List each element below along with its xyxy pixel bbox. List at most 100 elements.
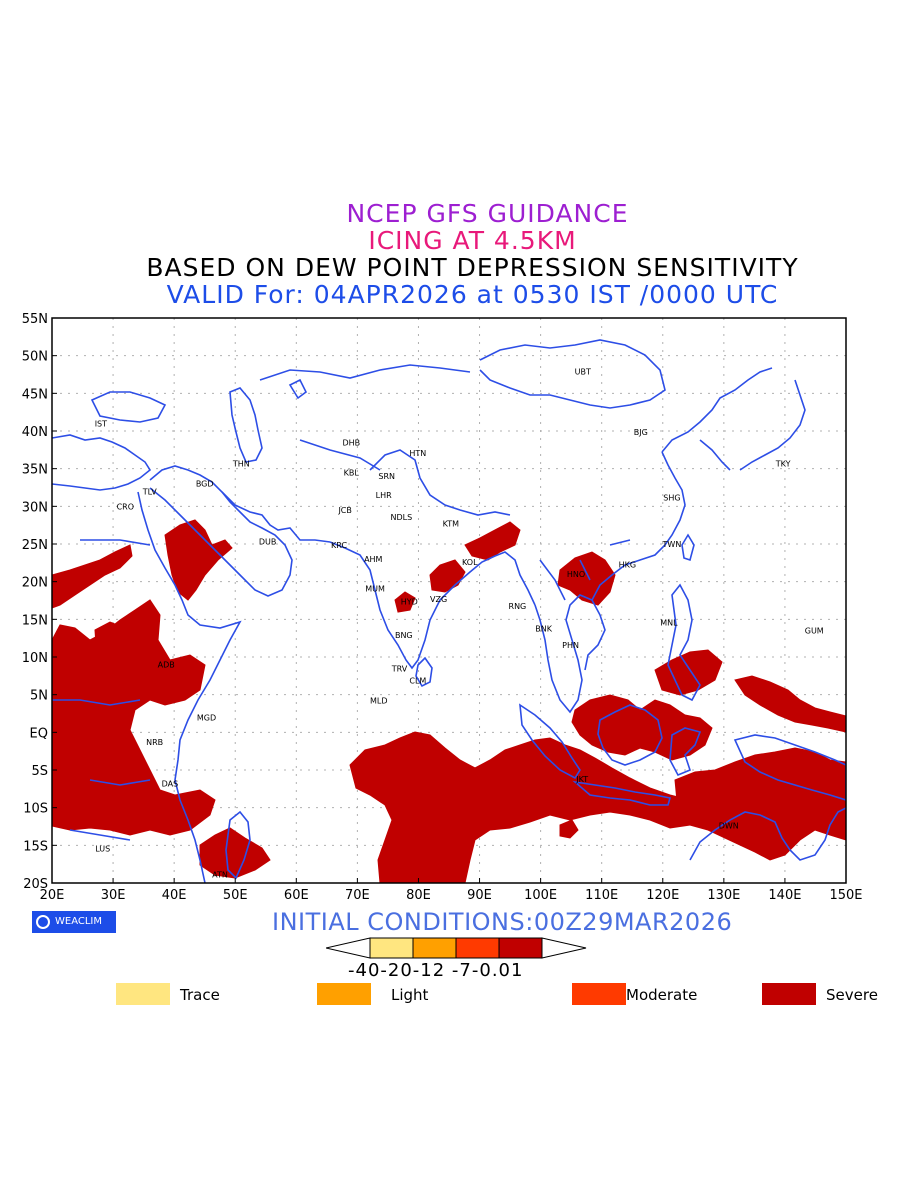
border-central-asia xyxy=(259,364,471,471)
lat-tick-label: 45N xyxy=(22,387,48,402)
city-label-hkg: HKG xyxy=(619,560,636,569)
city-label-ubt: UBT xyxy=(575,367,591,376)
lon-tick-label: 20E xyxy=(40,888,65,900)
weaclim-badge: WEACLIM xyxy=(32,911,116,933)
lon-tick-label: 130E xyxy=(707,888,740,900)
city-label-atn: ATN xyxy=(212,871,228,880)
city-label-ktm: KTM xyxy=(443,520,460,529)
icing-map: IST TLV CRO BGD THN DUB DHB KBL SRN HTN LHR JCB NDLS… xyxy=(22,312,863,900)
lon-tick-label: 120E xyxy=(646,888,679,900)
coastline-mediterranean xyxy=(52,434,152,491)
coastline-madagascar xyxy=(225,810,251,880)
coastline-persian-gulf xyxy=(221,491,331,543)
city-label-srn: SRN xyxy=(378,472,395,481)
icing-area-australia-north xyxy=(674,747,846,861)
legend-label-moderate: Moderate xyxy=(626,986,698,1004)
coastline-korea-japan xyxy=(699,379,806,471)
coastline-australia xyxy=(689,807,846,861)
lon-tick-label: 50E xyxy=(223,888,248,900)
city-label-lus: LUS xyxy=(95,844,110,853)
coastline-sri-lanka xyxy=(415,656,433,688)
city-label-clm: CLM xyxy=(409,676,426,685)
icing-area-east-africa xyxy=(52,599,216,836)
initial-conditions: INITIAL CONDITIONS:00Z29MAR2026 xyxy=(272,908,733,936)
city-label-das: DAS xyxy=(162,780,179,789)
legend-swatch-moderate xyxy=(572,983,626,1005)
city-label-tky: TKY xyxy=(775,459,791,468)
lon-tick-label: 100E xyxy=(524,888,557,900)
icing-area-arabia xyxy=(164,519,233,601)
coastline-se-asia xyxy=(534,594,606,714)
lat-tick-label: 40N xyxy=(22,425,48,440)
lat-tick-label: EQ xyxy=(30,726,48,741)
city-label-mnl: MNL xyxy=(660,618,678,627)
city-label-hyd: HYD xyxy=(401,597,418,606)
scale-box-severe xyxy=(498,937,543,959)
city-label-hno: HNO xyxy=(567,570,585,579)
city-label-vzg: VZG xyxy=(430,595,447,604)
city-label-rng: RNG xyxy=(509,602,527,611)
lon-tick-label: 40E xyxy=(162,888,187,900)
lat-tick-label: 10S xyxy=(23,802,48,817)
legend-label-severe: Severe xyxy=(826,986,878,1004)
coastline-borneo xyxy=(597,704,663,766)
city-label-dhb: DHB xyxy=(342,438,360,447)
lat-tick-label: 15N xyxy=(22,613,48,628)
lat-tick-label: 35N xyxy=(22,463,48,478)
coastline-sulawesi xyxy=(669,727,702,777)
lon-tick-label: 90E xyxy=(467,888,492,900)
lat-tick-label: 20S xyxy=(23,877,48,892)
title-block: NCEP GFS GUIDANCE ICING AT 4.5KM BASED O… xyxy=(0,200,900,308)
coastline-red-sea-arabia xyxy=(149,465,293,597)
city-label-htn: HTN xyxy=(409,449,426,458)
weaclim-logo-icon xyxy=(36,915,50,929)
lat-tick-label: 15S xyxy=(23,839,48,854)
city-label-cro: CRO xyxy=(117,502,134,511)
city-label-ahm: AHM xyxy=(364,555,382,564)
city-label-jkt: JKT xyxy=(575,775,588,784)
lon-tick-label: 140E xyxy=(768,888,801,900)
city-label-nrb: NRB xyxy=(146,738,163,747)
legend-swatch-severe xyxy=(762,983,816,1005)
coastline-south-china xyxy=(591,451,686,601)
icing-area-indonesia xyxy=(571,694,713,761)
coastline-sumatra xyxy=(519,703,581,780)
title-model: NCEP GFS GUIDANCE xyxy=(346,199,629,228)
lat-tick-label: 5S xyxy=(31,764,48,779)
lat-tick-label: 20N xyxy=(22,576,48,591)
coastlines xyxy=(52,339,846,883)
city-label-jcb: JCB xyxy=(337,506,351,515)
city-label-bjg: BJG xyxy=(634,428,648,437)
map-frame xyxy=(51,317,847,884)
title-valid-time: VALID For: 04APR2026 at 0530 IST /0000 U… xyxy=(166,280,779,309)
city-label-tlv: TLV xyxy=(142,487,157,496)
city-label-kbl: KBL xyxy=(344,468,360,477)
icing-area-india-west xyxy=(394,591,416,613)
city-label-dwn: DWN xyxy=(719,822,739,831)
city-label-mum: MUM xyxy=(365,584,385,593)
city-label-mgd: MGD xyxy=(197,713,216,722)
lon-tick-label: 150E xyxy=(829,888,862,900)
scale-box-trace xyxy=(369,937,414,959)
icing-area-south-china xyxy=(557,551,616,606)
border-india-north xyxy=(369,449,511,516)
lat-tick-label: 50N xyxy=(22,350,48,365)
coastline-india xyxy=(329,541,536,670)
legend-label-light: Light xyxy=(391,986,429,1004)
icing-area-south-tip xyxy=(559,819,579,839)
city-label-shg: SHG xyxy=(663,493,680,502)
lat-tick-label: 5N xyxy=(30,689,48,704)
city-label-bng: BNG xyxy=(395,631,413,640)
city-label-bnk: BNK xyxy=(535,624,552,633)
legend-swatch-trace xyxy=(116,983,170,1005)
city-label-ist: IST xyxy=(95,419,107,428)
scale-box-light xyxy=(412,937,457,959)
icing-area-west-africa-north xyxy=(52,544,133,609)
city-labels: IST TLV CRO BGD THN DUB DHB KBL SRN HTN LHR JCB NDLS… xyxy=(95,367,824,879)
city-label-thn: THN xyxy=(232,459,250,468)
city-label-gum: GUM xyxy=(805,627,824,636)
city-label-phn: PHN xyxy=(562,641,579,650)
lon-tick-label: 30E xyxy=(101,888,126,900)
lat-tick-label: 10N xyxy=(22,651,48,666)
border-china-mongolia xyxy=(479,339,666,409)
